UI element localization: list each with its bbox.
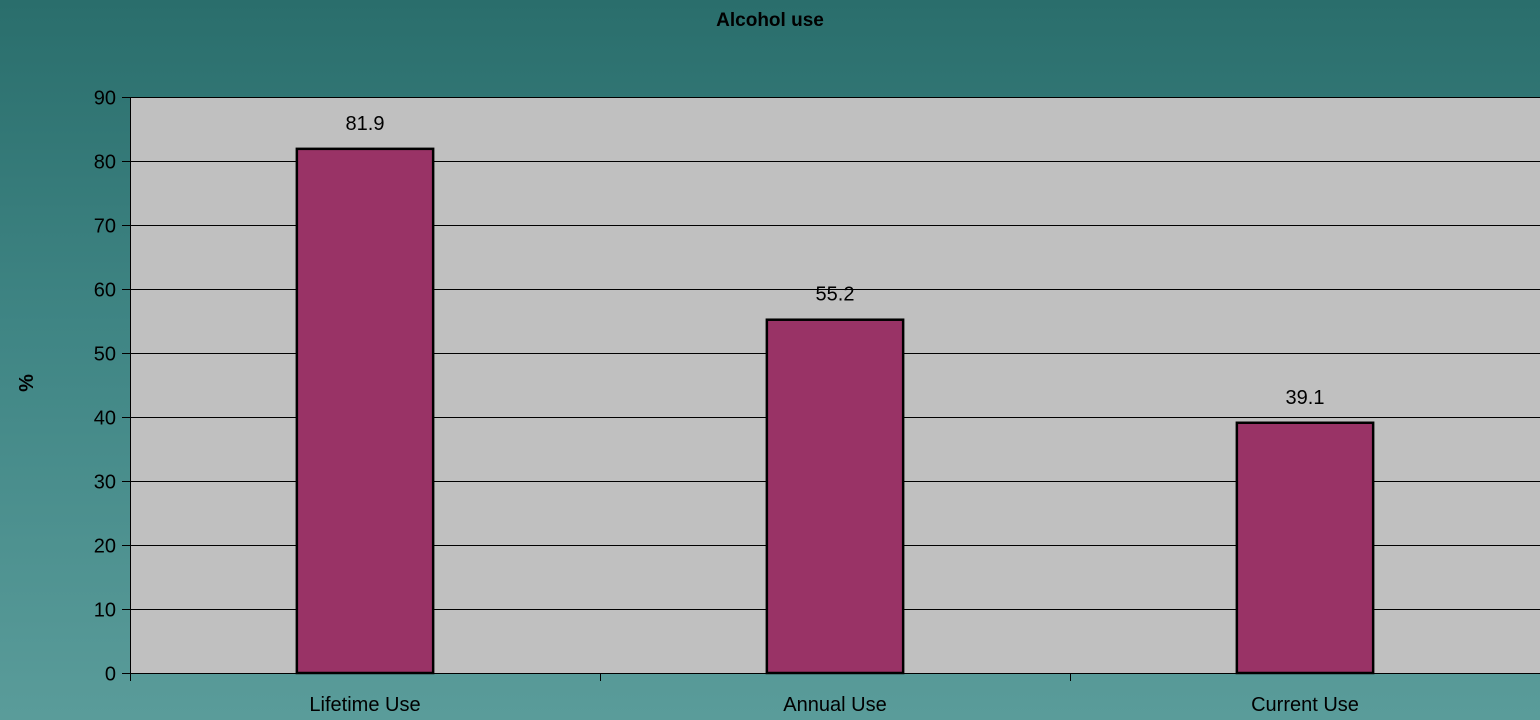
axes [122, 97, 1540, 681]
y-tick-label: 40 [94, 408, 116, 430]
x-tick-label: Current Use [1251, 694, 1359, 716]
y-tick-label: 0 [105, 664, 116, 686]
x-tick-label: Lifetime Use [309, 694, 420, 716]
y-tick-label: 80 [94, 152, 116, 174]
data-label: 81.9 [346, 113, 385, 135]
y-tick-label: 60 [94, 280, 116, 302]
bars [295, 147, 1375, 675]
y-tick-label: 70 [94, 216, 116, 238]
bar [765, 318, 905, 675]
bar [295, 147, 435, 675]
y-tick-label: 50 [94, 344, 116, 366]
y-axis-label: % [16, 374, 38, 392]
data-label: 39.1 [1286, 387, 1325, 409]
x-tick-label: Annual Use [783, 694, 886, 716]
y-tick-label: 10 [94, 600, 116, 622]
labels: 0 10 20 30 40 50 60 70 80 90 81.9 Lifetime Use 55.2 A… [94, 88, 1359, 717]
y-tick-label: 90 [94, 88, 116, 110]
data-label: 55.2 [816, 284, 855, 306]
y-tick-label: 30 [94, 472, 116, 494]
y-tick-label: 20 [94, 536, 116, 558]
bar [1235, 421, 1375, 675]
chart-title: Alcohol use [716, 10, 824, 31]
